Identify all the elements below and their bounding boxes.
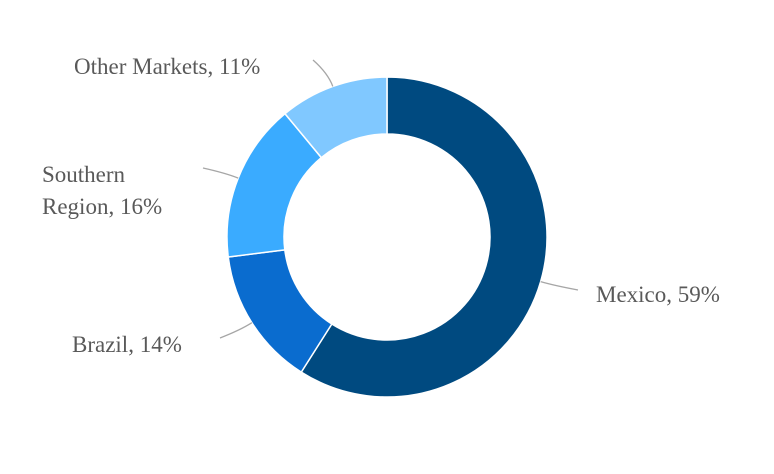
data-label: Southern Region, 16% bbox=[42, 162, 163, 219]
leader-line bbox=[202, 167, 239, 179]
data-label: Other Markets, 11% bbox=[74, 54, 261, 79]
data-label: Mexico, 59% bbox=[596, 282, 720, 307]
leader-line bbox=[219, 322, 253, 339]
leader-line bbox=[540, 281, 579, 291]
slice bbox=[283, 76, 388, 159]
slice bbox=[300, 76, 548, 398]
data-label: Brazil, 14% bbox=[72, 332, 182, 357]
leader-line bbox=[312, 59, 334, 87]
